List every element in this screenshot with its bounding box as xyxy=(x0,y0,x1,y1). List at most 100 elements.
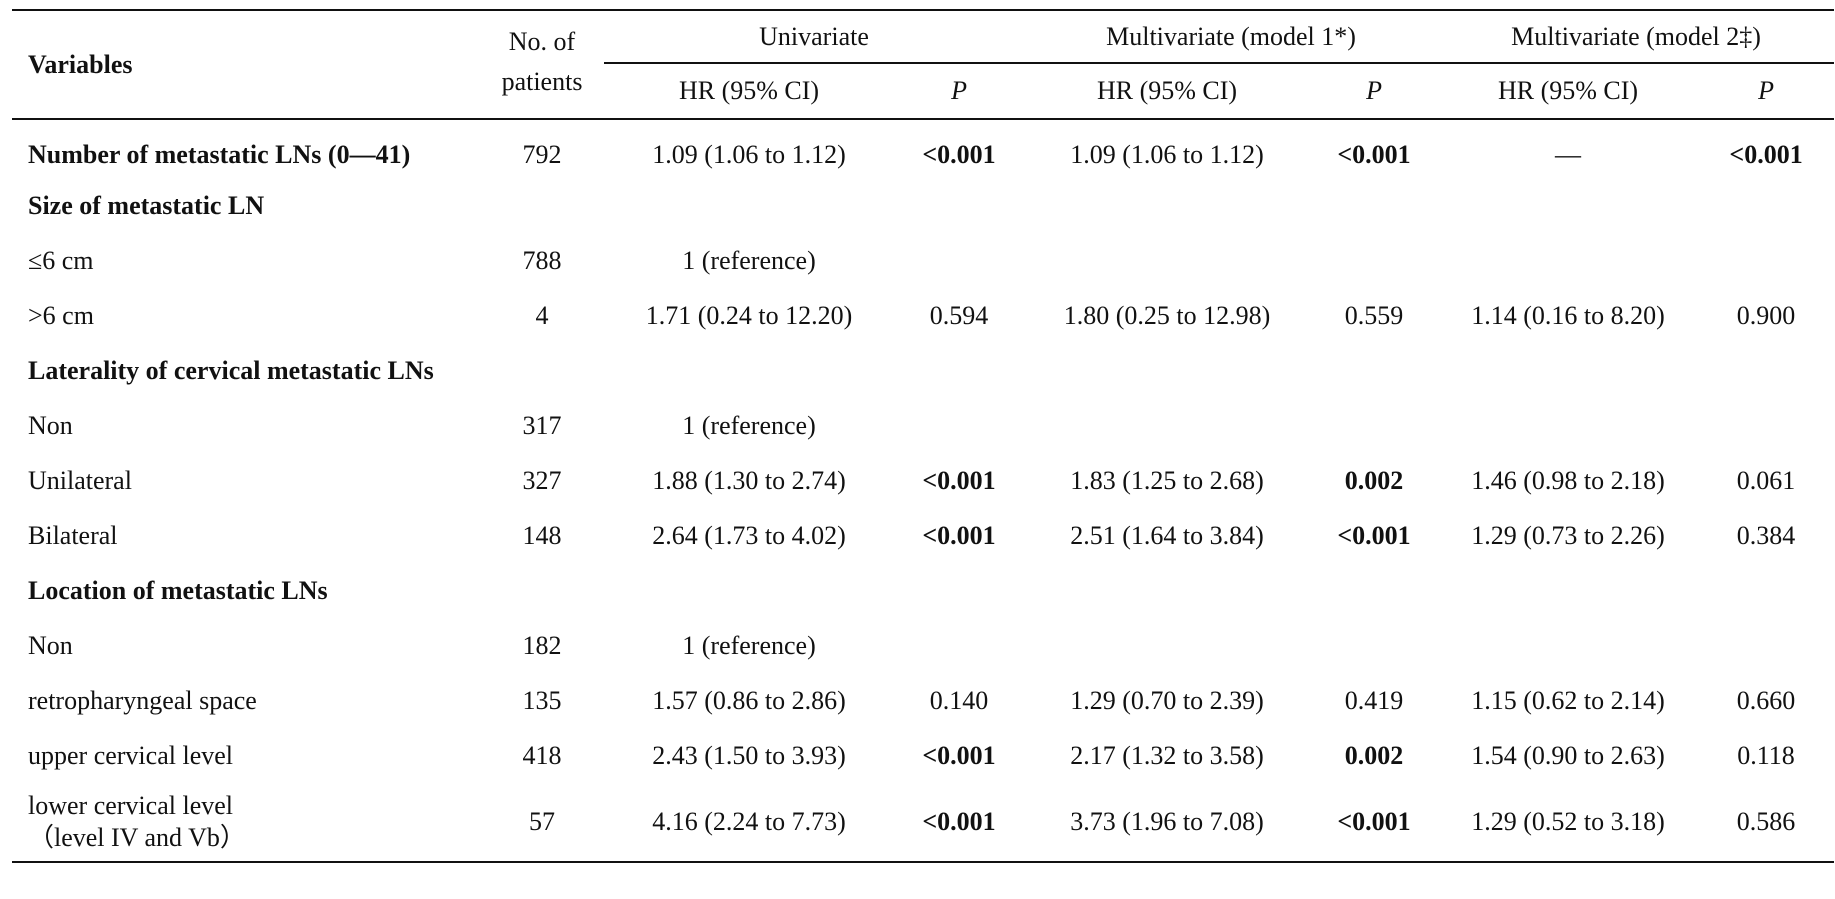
cell-hr-model-1: 2.17 (1.32 to 3.58) xyxy=(1070,740,1264,770)
cell-hr-univariate: 1 (reference) xyxy=(682,410,816,440)
table-row: Number of metastatic LNs (0—41) 792 1.09… xyxy=(12,119,1834,178)
cell-p-univariate: <0.001 xyxy=(922,520,996,550)
table-row: retropharyngeal space 135 1.57 (0.86 to … xyxy=(12,673,1834,728)
cell-p-model-1: 0.559 xyxy=(1344,300,1404,330)
cell-hr-univariate: 1.57 (0.86 to 2.86) xyxy=(652,685,846,715)
cell-p-univariate: <0.001 xyxy=(922,465,996,495)
cell-patients: 148 xyxy=(522,520,562,550)
cell-patients: 418 xyxy=(522,740,562,770)
cell-p-model-1: 0.002 xyxy=(1344,465,1404,495)
header-patients: patients xyxy=(501,67,583,96)
cell-hr-model-2: 1.46 (0.98 to 2.18) xyxy=(1471,465,1665,495)
cell-p-model-2: 0.586 xyxy=(1736,807,1796,836)
cell-hr-univariate: 1.71 (0.24 to 12.20) xyxy=(645,300,853,330)
row-label: lower cervical level （level IV and Vb） xyxy=(12,783,480,862)
cell-hr-univariate: 1.09 (1.06 to 1.12) xyxy=(652,140,846,169)
cell-p-model-1 xyxy=(1310,618,1438,673)
cell-p-univariate: 0.140 xyxy=(929,685,989,715)
cell-hr-model-1: 1.83 (1.25 to 2.68) xyxy=(1070,465,1264,495)
cell-p-univariate: 0.594 xyxy=(929,300,989,330)
table-body: Number of metastatic LNs (0—41) 792 1.09… xyxy=(12,119,1835,862)
cell-p-univariate: <0.001 xyxy=(922,807,996,836)
row-label: Non xyxy=(28,630,73,660)
cell-p-model-2: 0.384 xyxy=(1736,520,1796,550)
cell-hr-model-1: 3.73 (1.96 to 7.08) xyxy=(1070,807,1264,836)
cell-p-univariate xyxy=(894,233,1024,288)
header-univariate: Univariate xyxy=(604,10,1025,64)
cell-hr-univariate: 1.88 (1.30 to 2.74) xyxy=(652,465,846,495)
header-hr-ci-model-2: HR (95% CI) xyxy=(1497,76,1639,105)
row-label-line-2: （level IV and Vb） xyxy=(28,823,246,852)
cell-hr-model-2: 1.29 (0.73 to 2.26) xyxy=(1471,520,1665,550)
cell-hr-model-2: 1.29 (0.52 to 3.18) xyxy=(1471,807,1665,836)
header-p-model-1: P xyxy=(1366,76,1382,105)
section-row: Location of metastatic LNs xyxy=(12,563,1834,618)
cell-patients: 4 xyxy=(535,300,549,330)
cell-hr-model-1 xyxy=(1024,233,1310,288)
row-label-line-1: lower cervical level xyxy=(28,791,233,820)
table-row: ≤6 cm 788 1 (reference) xyxy=(12,233,1834,288)
table-row: Unilateral 327 1.88 (1.30 to 2.74) <0.00… xyxy=(12,453,1834,508)
cell-hr-model-1 xyxy=(1024,618,1310,673)
cell-patients: 182 xyxy=(522,630,562,660)
cell-hr-univariate: 2.43 (1.50 to 3.93) xyxy=(652,740,846,770)
cell-hr-model-1: 1.09 (1.06 to 1.12) xyxy=(1070,140,1264,169)
section-row: Laterality of cervical metastatic LNs xyxy=(12,343,1834,398)
section-label: Size of metastatic LN xyxy=(28,190,265,220)
results-table: Variables No. of Univariate Multivariate… xyxy=(12,9,1835,863)
cell-hr-model-1: 1.80 (0.25 to 12.98) xyxy=(1063,300,1271,330)
row-label: Non xyxy=(28,410,73,440)
row-label: Number of metastatic LNs (0—41) xyxy=(28,140,411,169)
table-header: Variables No. of Univariate Multivariate… xyxy=(12,10,1835,119)
table-row: upper cervical level 418 2.43 (1.50 to 3… xyxy=(12,728,1834,783)
header-p-model-2: P xyxy=(1758,76,1774,105)
row-label: >6 cm xyxy=(28,300,94,330)
cell-patients: 135 xyxy=(522,685,562,715)
table-row: Non 182 1 (reference) xyxy=(12,618,1834,673)
cell-hr-model-1: 1.29 (0.70 to 2.39) xyxy=(1070,685,1264,715)
cell-hr-model-2: 1.54 (0.90 to 2.63) xyxy=(1471,740,1665,770)
cell-hr-univariate: 1 (reference) xyxy=(682,630,816,660)
table-row: Non 317 1 (reference) xyxy=(12,398,1834,453)
row-label: upper cervical level xyxy=(28,740,233,770)
cell-hr-model-2 xyxy=(1438,618,1698,673)
section-label: Location of metastatic LNs xyxy=(28,575,328,605)
cell-hr-model-2: — xyxy=(1555,140,1582,169)
cell-p-model-2: 0.660 xyxy=(1736,685,1796,715)
cell-p-model-2: 0.900 xyxy=(1736,300,1796,330)
header-variables: Variables xyxy=(28,49,133,79)
header-hr-ci-model-1: HR (95% CI) xyxy=(1096,76,1238,105)
header-multivariate-model-2: Multivariate (model 2‡) xyxy=(1438,10,1835,64)
row-label: Unilateral xyxy=(28,465,132,495)
cell-hr-univariate: 4.16 (2.24 to 7.73) xyxy=(652,807,846,836)
cell-p-model-1 xyxy=(1310,233,1438,288)
header-hr-ci-univariate: HR (95% CI) xyxy=(678,76,820,105)
cell-p-model-1: 0.419 xyxy=(1344,685,1404,715)
row-label: retropharyngeal space xyxy=(28,685,257,715)
cell-p-model-2 xyxy=(1698,618,1834,673)
row-label: ≤6 cm xyxy=(28,245,94,275)
header-multivariate-model-1: Multivariate (model 1*) xyxy=(1024,10,1439,64)
cell-p-univariate: <0.001 xyxy=(922,740,996,770)
table-row: lower cervical level （level IV and Vb） 5… xyxy=(12,783,1835,862)
cell-patients: 327 xyxy=(522,465,562,495)
header-p-univariate: P xyxy=(951,76,967,105)
cell-p-model-2: 0.061 xyxy=(1736,465,1796,495)
cell-hr-model-2 xyxy=(1438,233,1698,288)
cell-p-model-1: <0.001 xyxy=(1337,520,1411,550)
cell-hr-model-2: 1.15 (0.62 to 2.14) xyxy=(1471,685,1665,715)
cell-p-model-1: <0.001 xyxy=(1337,807,1411,836)
cell-hr-univariate: 1 (reference) xyxy=(682,245,816,275)
cell-patients: 792 xyxy=(522,140,562,169)
cell-hr-model-1 xyxy=(1024,398,1310,453)
cell-p-univariate xyxy=(894,618,1024,673)
cell-p-model-1 xyxy=(1310,398,1438,453)
cell-p-model-2 xyxy=(1698,398,1834,453)
cell-hr-univariate: 2.64 (1.73 to 4.02) xyxy=(652,520,846,550)
header-no-of: No. of xyxy=(508,27,576,56)
cell-patients: 57 xyxy=(529,807,555,836)
cell-p-model-2 xyxy=(1698,233,1834,288)
cell-hr-model-2: 1.14 (0.16 to 8.20) xyxy=(1471,300,1665,330)
cell-patients: 317 xyxy=(522,410,562,440)
